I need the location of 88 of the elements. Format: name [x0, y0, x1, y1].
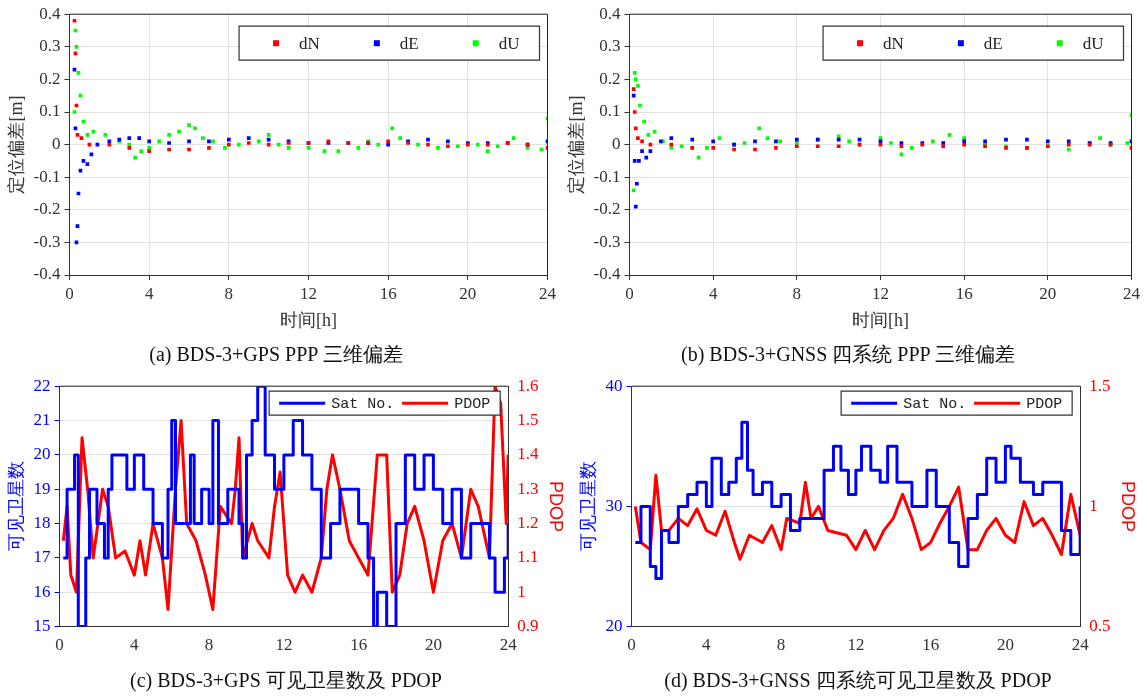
x-tick-label: 24 — [1123, 283, 1141, 303]
text: (d) BDS-3+GNSS 四系统可见卫星数及 PDOP — [664, 669, 1052, 693]
x-tick-label: 8 — [792, 283, 802, 303]
x-tick-label: 4 — [708, 283, 718, 303]
y-tick-label: 0.1 — [39, 101, 61, 121]
y2-tick-label: 1.3 — [517, 478, 539, 498]
legend-label: Sat No. — [903, 396, 967, 414]
x-tick-label: 24 — [1071, 635, 1090, 655]
y2-tick-label: 1.5 — [517, 410, 539, 430]
y-axis-title: 定位偏差[m] — [5, 95, 26, 194]
legend-label: dU — [498, 33, 520, 53]
y-axis-title: 可见卫星数 — [577, 461, 598, 552]
y-tick-label: -0.2 — [33, 199, 61, 219]
y-tick-label: 40 — [605, 375, 623, 395]
x-tick-label: 20 — [996, 635, 1014, 655]
y-tick-label: 0 — [52, 134, 61, 154]
y2-tick-label: 1.4 — [517, 444, 539, 464]
x-tick-label: 8 — [204, 635, 214, 655]
x-axis-title: 时间[h] — [280, 309, 338, 330]
x-tick-label: 0 — [627, 635, 636, 655]
x-tick-label: 20 — [459, 283, 477, 303]
y2-tick-label: 1 — [1089, 495, 1098, 515]
y2-tick-label: 1.5 — [1089, 375, 1111, 395]
legend-label: dE — [399, 33, 419, 53]
y2-axis-title: PDOP — [546, 480, 567, 532]
x-tick-label: 4 — [144, 283, 154, 303]
y-tick-label: 20 — [33, 444, 51, 464]
text: (b) BDS-3+GNSS 四系统 PPP 三维偏差 — [681, 343, 1015, 367]
y-tick-label: 0.4 — [599, 3, 622, 23]
y-tick-label: 0 — [612, 134, 621, 154]
x-tick-label: 16 — [379, 283, 397, 303]
x-tick-label: 12 — [300, 283, 318, 303]
y2-tick-label: 0.9 — [517, 616, 539, 636]
y-axis-title: 定位偏差[m] — [565, 95, 586, 194]
y-tick-label: 21 — [33, 410, 51, 430]
y-tick-label: -0.4 — [593, 264, 621, 284]
y2-tick-label: 1.1 — [517, 547, 539, 567]
y-tick-label: -0.3 — [33, 231, 61, 251]
x-tick-label: 24 — [499, 635, 518, 655]
legend-label: PDOP — [454, 396, 491, 414]
y2-tick-label: 1 — [517, 581, 526, 601]
y-tick-label: 0.3 — [39, 36, 61, 56]
y2-tick-label: 0.5 — [1089, 616, 1111, 636]
y-tick-label: 22 — [33, 375, 51, 395]
legend-label: dE — [983, 33, 1003, 53]
x-tick-label: 12 — [872, 283, 890, 303]
y-tick-label: 16 — [33, 581, 51, 601]
y-tick-label: 0.1 — [599, 101, 621, 121]
y-tick-label: 0.4 — [39, 3, 62, 23]
y2-axis-title: PDOP — [1118, 480, 1139, 532]
y-tick-label: 30 — [605, 495, 623, 515]
y-tick-label: 0.3 — [599, 36, 621, 56]
x-tick-label: 16 — [350, 635, 368, 655]
x-tick-label: 8 — [776, 635, 786, 655]
legend-label: dN — [883, 33, 904, 53]
x-axis-title: 时间[h] — [852, 309, 910, 330]
x-tick-label: 8 — [224, 283, 234, 303]
y-tick-label: -0.3 — [593, 231, 621, 251]
y2-tick-label: 1.2 — [517, 513, 539, 533]
x-tick-label: 12 — [847, 635, 865, 655]
text: (a) BDS-3+GPS PPP 三维偏差 — [149, 343, 403, 367]
x-tick-label: 16 — [922, 635, 940, 655]
x-tick-label: 16 — [955, 283, 973, 303]
y-tick-label: 18 — [33, 513, 51, 533]
y-tick-label: -0.2 — [593, 199, 621, 219]
y-tick-label: 0.2 — [39, 68, 61, 88]
x-tick-label: 24 — [539, 283, 557, 303]
y-tick-label: 19 — [33, 478, 51, 498]
x-tick-label: 4 — [130, 635, 140, 655]
x-tick-label: 0 — [65, 283, 74, 303]
y-tick-label: 20 — [605, 616, 623, 636]
legend-label: Sat No. — [331, 396, 395, 414]
legend-label: dU — [1082, 33, 1104, 53]
y-axis-title: 可见卫星数 — [5, 461, 26, 552]
y-tick-label: -0.1 — [593, 166, 621, 186]
y-tick-label: 17 — [33, 547, 52, 567]
y-tick-label: 15 — [33, 616, 51, 636]
x-tick-label: 20 — [1039, 283, 1057, 303]
legend-label: dN — [299, 33, 320, 53]
y-tick-label: -0.1 — [33, 166, 61, 186]
y-tick-label: 0.2 — [599, 68, 621, 88]
legend-label: PDOP — [1026, 396, 1063, 414]
x-tick-label: 4 — [702, 635, 712, 655]
y2-tick-label: 1.6 — [517, 375, 539, 395]
x-tick-label: 12 — [275, 635, 293, 655]
y-tick-label: -0.4 — [33, 264, 61, 284]
x-tick-label: 20 — [424, 635, 442, 655]
text: (c) BDS-3+GPS 可见卫星数及 PDOP — [130, 669, 442, 693]
